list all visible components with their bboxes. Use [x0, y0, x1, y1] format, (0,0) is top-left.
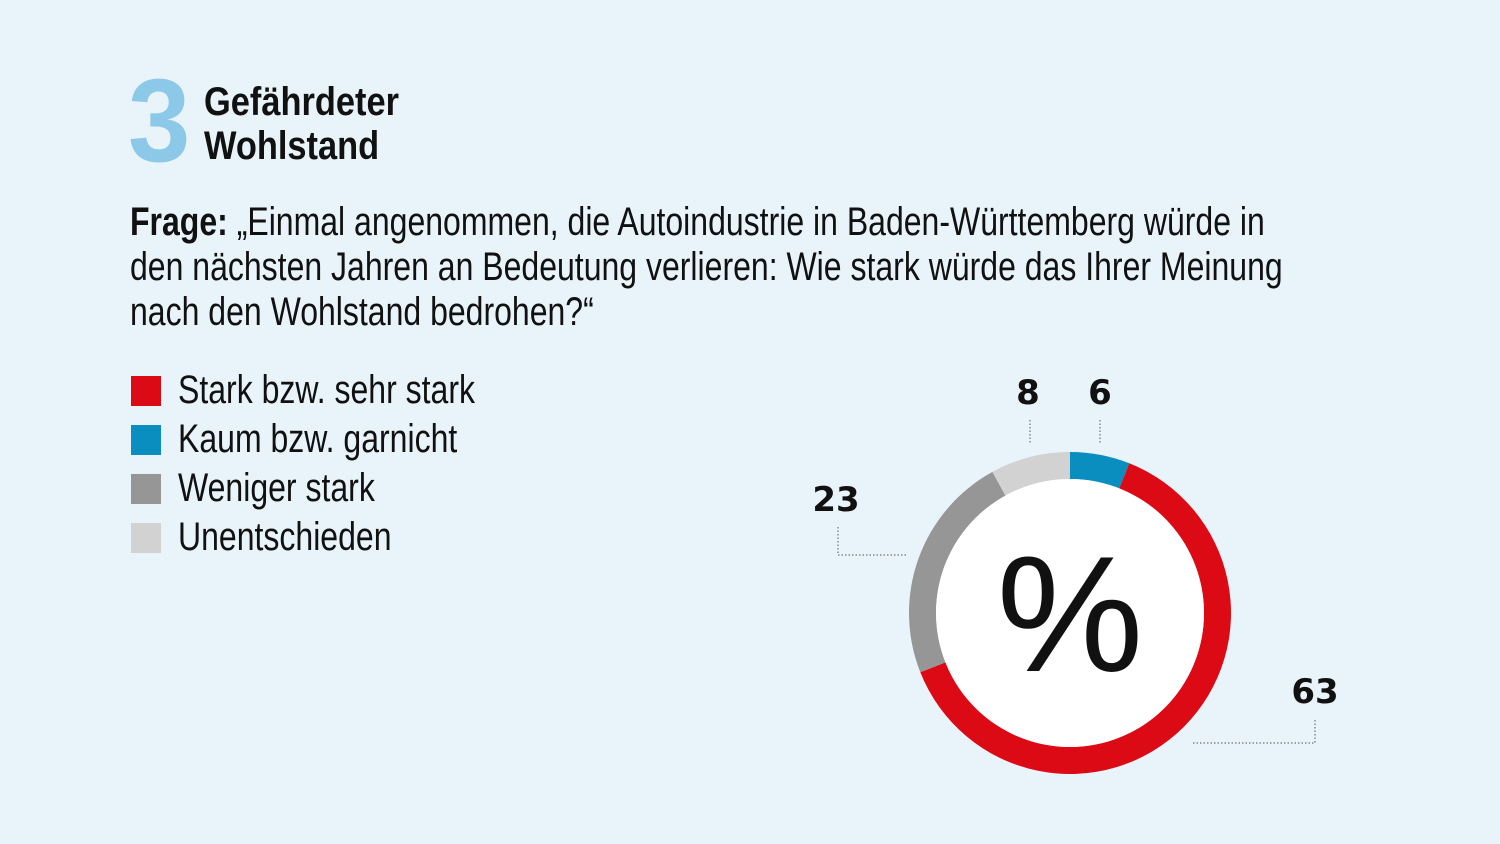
question-line-2: den nächsten Jahren an Bedeutung verlier… [130, 245, 1283, 289]
legend: Stark bzw. sehr stark Kaum bzw. garnicht… [131, 366, 549, 562]
leader-line [1192, 720, 1316, 744]
legend-label: Stark bzw. sehr stark [178, 368, 475, 412]
legend-swatch [131, 424, 161, 455]
legend-swatch [131, 522, 161, 553]
question-line-3: nach den Wohlstand bedrohen?“ [130, 290, 594, 334]
question-text: Frage: „Einmal angenommen, die Autoindus… [130, 200, 1283, 335]
donut-slice [1070, 452, 1130, 489]
center-percent-label: % [997, 522, 1144, 706]
legend-label: Weniger stark [178, 466, 375, 510]
donut-center [936, 479, 1204, 747]
question-line-1: „Einmal angenommen, die Autoindustrie in… [227, 200, 1265, 244]
legend-label: Unentschieden [178, 515, 392, 559]
chart-title: Gefährdeter Wohlstand [204, 80, 399, 168]
donut-slice [992, 452, 1070, 496]
title-line-1: Gefährdeter [204, 80, 400, 124]
data-label: 63 [1291, 672, 1338, 712]
title-line-2: Wohlstand [204, 124, 380, 168]
section-number: 3 [128, 55, 191, 187]
legend-item: Stark bzw. sehr stark [131, 366, 549, 415]
legend-swatch [131, 375, 161, 406]
data-label: 6 [1088, 373, 1112, 413]
legend-item: Weniger stark [131, 464, 549, 513]
legend-swatch [131, 473, 161, 504]
legend-label: Kaum bzw. garnicht [178, 417, 458, 461]
donut-slice [908, 471, 1006, 673]
legend-item: Unentschieden [131, 513, 549, 562]
question-label: Frage: [130, 200, 228, 244]
leader-line [837, 527, 908, 556]
data-label: 23 [812, 480, 859, 520]
legend-item: Kaum bzw. garnicht [131, 415, 549, 464]
data-label: 8 [1016, 373, 1040, 413]
